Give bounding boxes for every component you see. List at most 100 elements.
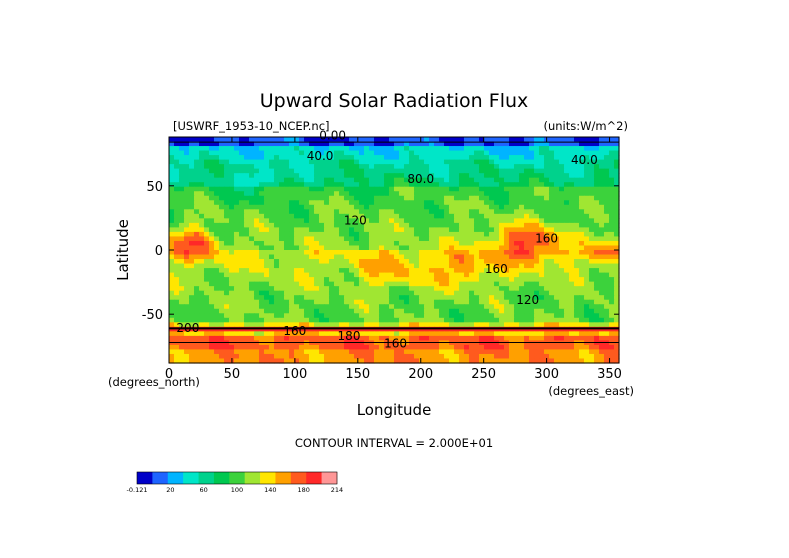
field-cell (334, 254, 340, 260)
field-cell (254, 191, 260, 197)
field-cell (369, 259, 375, 265)
field-cell (424, 141, 430, 147)
field-cell (374, 155, 380, 161)
field-cell (304, 331, 310, 337)
field-cell (484, 155, 490, 161)
field-cell (309, 326, 315, 332)
field-cell (414, 150, 420, 156)
field-cell (574, 295, 580, 301)
field-cell (289, 335, 295, 341)
field-cell (419, 155, 425, 161)
field-cell (404, 331, 410, 337)
field-cell (504, 335, 510, 341)
field-cell (409, 254, 415, 260)
field-cell (234, 322, 240, 328)
field-cell (544, 200, 550, 206)
field-cell (414, 290, 420, 296)
field-cell (229, 168, 235, 174)
field-cell (319, 290, 325, 296)
field-cell (384, 182, 390, 188)
field-cell (434, 268, 440, 274)
field-cell (604, 290, 610, 296)
field-cell (439, 204, 445, 210)
field-cell (364, 159, 370, 165)
field-cell (574, 277, 580, 283)
field-cell (379, 299, 385, 305)
field-cell (389, 186, 395, 192)
field-cell (244, 137, 250, 143)
field-cell (349, 204, 355, 210)
field-cell (514, 272, 520, 278)
field-cell (449, 272, 455, 278)
field-cell (279, 218, 285, 224)
field-cell (304, 213, 310, 219)
field-cell (279, 281, 285, 287)
field-cell (489, 137, 495, 143)
field-cell (324, 213, 330, 219)
field-cell (224, 281, 230, 287)
field-cell (249, 259, 255, 265)
field-cell (319, 186, 325, 192)
field-cell (294, 358, 300, 364)
field-cell (304, 299, 310, 305)
field-cell (329, 286, 335, 292)
field-cell (494, 137, 500, 143)
field-cell (179, 263, 185, 269)
field-cell (514, 281, 520, 287)
field-cell (244, 227, 250, 233)
field-cell (249, 177, 255, 183)
field-cell (509, 155, 515, 161)
field-cell (369, 340, 375, 346)
field-cell (219, 159, 225, 165)
field-cell (554, 240, 560, 247)
colorbar-frame (136, 471, 338, 485)
field-cell (359, 353, 365, 360)
field-cell (559, 177, 565, 183)
field-cell (364, 250, 370, 256)
field-cell (504, 182, 510, 188)
field-cell (184, 268, 190, 274)
field-cell (354, 200, 360, 206)
field-cell (544, 245, 550, 251)
field-cell (184, 331, 190, 337)
field-cell (564, 272, 570, 278)
field-cell (459, 308, 465, 314)
field-cell (459, 240, 465, 247)
field-cell (589, 335, 595, 341)
field-cell (254, 182, 260, 188)
field-cell (534, 331, 540, 337)
field-cell (474, 281, 480, 287)
field-cell (239, 231, 245, 238)
field-cell (249, 290, 255, 296)
field-cell (614, 182, 620, 188)
field-cell (179, 245, 185, 251)
field-cell (504, 168, 510, 174)
field-cell (544, 141, 550, 147)
field-cell (494, 173, 500, 179)
field-cell (244, 250, 250, 256)
field-cell (219, 191, 225, 197)
field-cell (369, 268, 375, 274)
field-cell (579, 340, 585, 346)
field-cell (239, 222, 245, 228)
field-cell (514, 146, 520, 152)
field-cell (259, 331, 265, 337)
field-cell (279, 141, 285, 147)
field-cell (504, 349, 510, 355)
field-cell (544, 168, 550, 174)
field-cell (344, 277, 350, 283)
field-cell (439, 286, 445, 292)
field-cell (524, 209, 530, 215)
field-cell (169, 290, 175, 296)
field-cell (249, 236, 255, 242)
field-cell (574, 353, 580, 360)
field-cell (284, 317, 290, 323)
field-cell (174, 259, 180, 265)
field-cell (269, 295, 275, 301)
field-cell (399, 304, 405, 310)
field-cell (199, 299, 205, 305)
field-cell (244, 182, 250, 188)
field-cell (199, 137, 205, 143)
field-cell (294, 236, 300, 242)
field-cell (224, 168, 230, 174)
